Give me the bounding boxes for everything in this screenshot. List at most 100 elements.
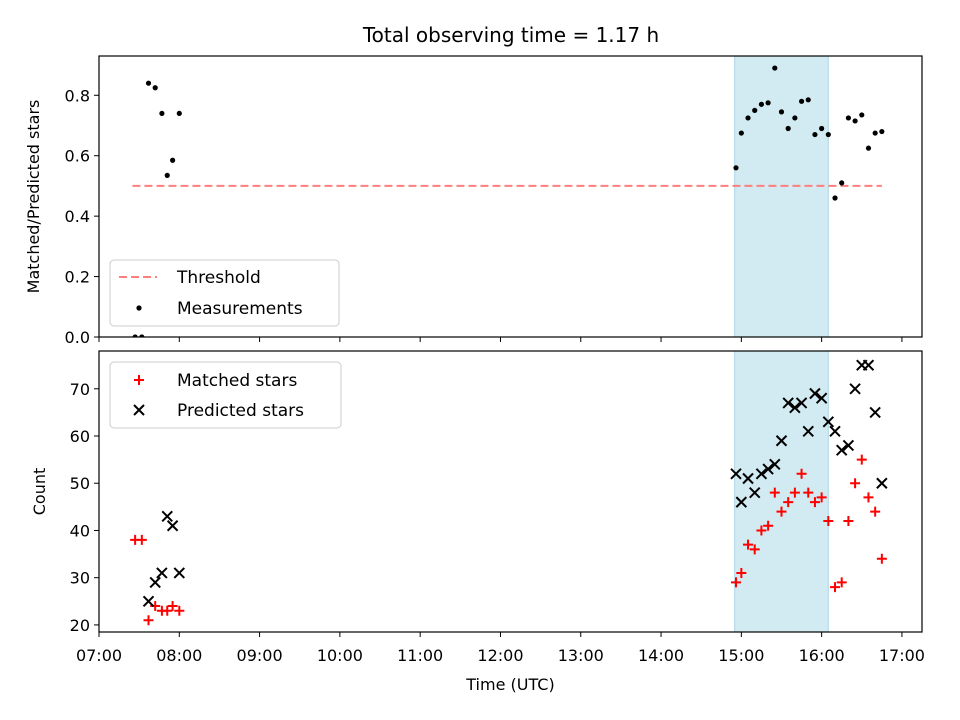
legend-label: Threshold <box>176 268 261 288</box>
matched-star-marker <box>749 544 760 555</box>
x-tick-label: 11:00 <box>397 646 443 665</box>
legend-measurement-swatch <box>136 305 142 311</box>
measurement-point <box>819 125 825 132</box>
y-axis-label: Count <box>30 468 49 516</box>
x-tick-label: 07:00 <box>76 646 122 665</box>
measurement-point <box>139 334 145 337</box>
legend: Matched stars Predicted stars <box>109 361 342 429</box>
x-tick-label: 15:00 <box>718 646 764 665</box>
measurement-point <box>785 125 791 132</box>
panel-frame <box>98 55 923 338</box>
measurement-point <box>879 128 885 135</box>
measurement-point <box>839 180 845 186</box>
measurement-point <box>825 131 831 138</box>
measurement-point <box>805 97 811 103</box>
predicted-star-marker <box>789 401 801 414</box>
y-tick-label: 0.6 <box>65 147 90 166</box>
plot-area <box>130 351 888 632</box>
legend-label: Predicted stars <box>177 401 304 421</box>
predicted-star-marker <box>762 463 774 475</box>
measurement-point <box>778 109 785 115</box>
predicted-star-marker <box>173 567 186 579</box>
y-tick-label: 0.4 <box>65 207 90 226</box>
measurement-point <box>145 80 152 86</box>
matched-star-marker <box>850 478 861 489</box>
predicted-star-marker <box>149 576 161 589</box>
x-axis-label: Time (UTC) <box>465 675 554 694</box>
predicted-star-marker <box>769 458 781 471</box>
legend-label: Matched stars <box>177 371 297 391</box>
predicted-star-marker <box>795 397 808 409</box>
legend-matched-swatch <box>134 375 144 385</box>
predicted-star-marker <box>862 359 875 371</box>
predicted-star-marker <box>815 392 828 404</box>
matched-star-marker <box>743 539 754 550</box>
matched-star-marker <box>863 492 874 503</box>
matched-star-marker <box>769 487 780 498</box>
matched-star-marker <box>809 497 820 508</box>
y-tick-label: 30 <box>70 569 90 588</box>
x-tick-label: 14:00 <box>638 646 684 665</box>
measurement-point <box>752 107 758 113</box>
x-tick-label: 09:00 <box>237 646 283 665</box>
predicted-star-marker <box>161 510 173 523</box>
matched-star-marker <box>167 601 178 612</box>
matched-star-marker <box>783 497 794 508</box>
y-tick-label: 50 <box>70 474 90 493</box>
measurement-point <box>745 115 751 121</box>
matched-star-marker <box>830 582 841 593</box>
x-tick-label: 12:00 <box>477 646 523 665</box>
legend: Threshold Measurements <box>109 259 340 327</box>
predicted-star-marker <box>876 477 888 489</box>
predicted-star-marker <box>869 406 881 419</box>
matched-star-marker <box>776 506 787 517</box>
legend-label: Measurements <box>177 299 303 319</box>
predicted-star-marker <box>749 486 761 499</box>
measurement-point <box>859 112 865 118</box>
predicted-star-marker <box>842 439 855 452</box>
observing-window-band <box>734 351 829 632</box>
panel-frame <box>98 350 923 633</box>
legend-box <box>109 259 340 327</box>
predicted-star-marker <box>156 567 168 579</box>
matched-star-marker <box>143 615 154 626</box>
matched-star-marker <box>763 520 774 531</box>
y-tick-label: 70 <box>70 380 90 399</box>
matched-star-marker <box>796 468 807 479</box>
measurement-point <box>164 172 170 178</box>
predicted-star-marker <box>775 435 788 447</box>
panel-2: 20 30 40 50 60 70 07:00 08:00 09:00 10:00 11:00 12:… <box>30 350 925 694</box>
observing-window-band <box>734 56 829 337</box>
predicted-star-marker <box>782 397 794 409</box>
matched-star-marker <box>136 534 147 545</box>
matched-star-marker <box>803 487 814 498</box>
measurement-point <box>170 157 176 163</box>
predicted-star-marker <box>822 416 835 428</box>
measurement-point <box>772 65 778 71</box>
matched-star-marker <box>789 487 800 498</box>
y-tick-label: 60 <box>70 427 90 446</box>
predicted-star-marker <box>849 383 861 395</box>
measurement-point <box>132 334 138 337</box>
measurement-point <box>176 110 182 117</box>
matched-star-marker <box>876 553 887 564</box>
plot-area <box>132 56 885 337</box>
y-tick-label: 40 <box>70 521 90 540</box>
panel-1: 0.0 0.2 0.4 0.6 0.8 Matched/Predicted stars Th… <box>24 55 923 347</box>
y-axis-label: Matched/Predicted stars <box>24 100 43 294</box>
measurement-point <box>733 165 739 171</box>
measurement-point <box>865 145 872 151</box>
x-tick-label: 16:00 <box>799 646 845 665</box>
predicted-star-marker <box>829 425 841 437</box>
measurement-point <box>845 115 851 121</box>
y-tick-label: 20 <box>70 616 90 635</box>
matched-star-marker <box>162 605 173 616</box>
matched-star-marker <box>730 577 741 588</box>
x-tick-label: 17:00 <box>879 646 925 665</box>
y-tick-label: 0.8 <box>65 86 90 105</box>
matched-star-marker <box>836 577 847 588</box>
matched-star-marker <box>843 516 854 527</box>
predicted-star-marker <box>742 472 754 485</box>
matched-star-marker <box>823 516 834 527</box>
